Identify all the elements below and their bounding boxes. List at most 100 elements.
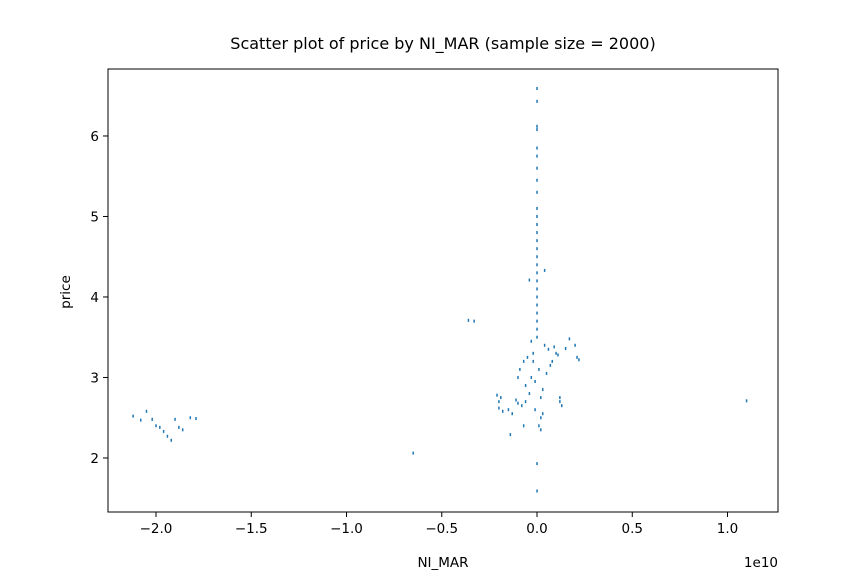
point [507,408,510,412]
point [536,247,538,251]
point [536,319,538,323]
point [536,231,538,235]
point [498,400,500,404]
point [538,367,540,371]
point [557,353,559,357]
point [536,154,538,158]
point [500,396,502,400]
point [536,295,538,299]
point [412,451,414,455]
point [574,343,576,347]
point [467,318,470,322]
point [576,355,578,359]
point [536,124,538,128]
point [534,408,536,412]
x-tick-label: 1.0 [717,521,738,537]
point [536,223,538,227]
point [517,401,519,405]
point [524,400,527,404]
y-tick-label: 2 [90,451,99,467]
y-axis-label: price [58,275,74,309]
point [530,339,533,343]
x-tick-label: 0.5 [622,521,643,537]
point [522,424,525,428]
point [496,393,498,397]
point [498,406,500,410]
point [536,327,538,331]
plot-frame [107,68,779,513]
point [536,99,538,103]
point [473,319,475,323]
point [536,462,538,466]
point [528,392,531,396]
point [515,398,517,402]
y-tick-label: 4 [90,290,99,306]
point [538,424,540,428]
point [536,489,538,493]
point [541,412,544,416]
point [524,384,527,388]
point [568,337,571,341]
y-tick-label: 5 [90,209,99,225]
point [536,190,538,194]
x-tick-label: −2.0 [140,521,173,537]
point [536,239,538,243]
point [745,399,748,403]
point [536,255,538,259]
point [522,359,525,363]
point [536,335,538,339]
point [189,416,192,420]
point [551,359,554,363]
point [561,404,563,408]
point [532,351,534,355]
point [553,345,555,349]
point [155,424,157,428]
point [536,279,538,283]
point [170,438,172,442]
point [521,404,523,408]
point [517,375,519,379]
point [162,429,165,433]
point [541,388,544,392]
point [536,128,538,132]
point [536,271,538,275]
point [174,417,176,421]
point [151,417,153,421]
point [536,86,538,90]
point [559,400,561,404]
point [555,351,557,355]
point [536,146,538,150]
point [509,433,512,437]
x-tick-label: −0.5 [425,521,458,537]
point [540,396,542,400]
x-tick-label: −1.5 [235,521,268,537]
point [543,343,546,347]
y-tick-label: 3 [90,370,99,386]
point [547,347,550,351]
point [159,425,161,429]
point [536,214,538,218]
point [545,371,548,375]
point [536,263,538,267]
point [536,166,538,170]
x-offset-label: 1e10 [744,555,778,571]
point [532,359,534,363]
point [578,358,580,362]
point [540,416,542,420]
y-tick-label: 6 [90,129,99,145]
point [528,278,531,282]
x-tick-label: −1.0 [330,521,363,537]
point [530,375,533,379]
point [178,425,180,429]
point [526,355,529,359]
point [543,268,546,272]
point [511,412,513,416]
point [536,287,538,291]
point [536,303,538,307]
point [564,347,567,351]
point [501,409,504,413]
x-axis-label: NI_MAR [417,555,468,571]
point [166,434,169,438]
point [181,428,184,432]
x-tick-label: 0.0 [526,521,547,537]
